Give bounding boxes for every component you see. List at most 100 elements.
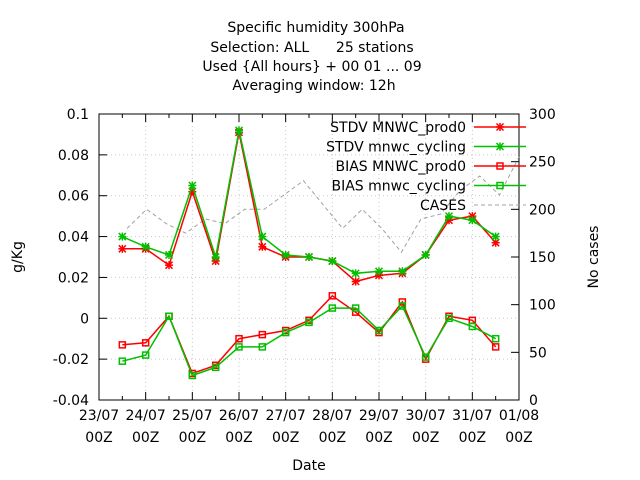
data-point-bias-mnwc-cycling xyxy=(421,353,430,361)
y-tick-label: 0.04 xyxy=(58,230,89,246)
x-tick-label: 24/07 xyxy=(125,408,165,424)
x-tick-label: 29/07 xyxy=(359,408,399,424)
y-axis-label: g/Kg xyxy=(10,241,26,273)
legend-label: BIAS MNWC_prod0 xyxy=(335,159,466,175)
title-line-3: Used {All hours} + 00 01 ... 09 xyxy=(202,59,421,75)
x-tick-label-time: 00Z xyxy=(272,430,299,446)
y2-tick-label: 200 xyxy=(529,202,556,218)
legend-item-stdv-mnwc-cycling: STDV mnwc_cycling xyxy=(326,140,526,156)
series-stdv-mnwc-cycling xyxy=(118,126,500,278)
legend-swatch-marker xyxy=(495,142,505,151)
x-tick-label-time: 00Z xyxy=(85,430,112,446)
data-point-stdv-mnwc-cycling xyxy=(304,252,314,262)
data-point-bias-mnwc-cycling xyxy=(328,304,337,312)
y2-tick-label: 300 xyxy=(529,107,556,123)
data-point-stdv-mnwc-cycling xyxy=(398,267,407,276)
data-point-stdv-mnwc-cycling xyxy=(141,242,150,251)
x-tick-label: 31/07 xyxy=(452,408,492,424)
data-point-stdv-mnwc-cycling xyxy=(164,250,174,259)
legend-item-bias-mnwc-prod0: BIAS MNWC_prod0 xyxy=(335,159,526,175)
data-point-bias-mnwc-cycling xyxy=(491,334,500,343)
data-point-stdv-mnwc-cycling xyxy=(421,250,430,259)
y2-tick-label: 0 xyxy=(529,393,538,409)
x-tick-label: 26/07 xyxy=(219,408,259,424)
data-point-bias-mnwc-prod0 xyxy=(141,339,150,347)
data-point-stdv-mnwc-cycling xyxy=(328,257,337,266)
x-tick-label: 30/07 xyxy=(405,408,445,424)
data-point-stdv-mnwc-prod0 xyxy=(258,242,267,251)
y-tick-label: 0.08 xyxy=(58,148,89,164)
data-point-bias-mnwc-prod0 xyxy=(258,330,267,339)
data-point-bias-mnwc-cycling xyxy=(398,302,407,310)
y-tick-label: -0.02 xyxy=(53,352,89,368)
legend: STDV MNWC_prod0 STDV mnwc_cycling BIAS MNW… xyxy=(326,120,526,214)
x-tick-label-time: 00Z xyxy=(319,430,346,446)
data-point-stdv-mnwc-cycling xyxy=(444,212,454,221)
legend-label: STDV mnwc_cycling xyxy=(326,140,466,156)
legend-item-stdv-mnwc-prod0: STDV MNWC_prod0 xyxy=(330,120,526,136)
data-point-stdv-mnwc-cycling xyxy=(211,252,220,262)
data-point-stdv-mnwc-cycling xyxy=(468,216,477,225)
data-point-bias-mnwc-cycling xyxy=(188,371,197,380)
x-tick-label-time: 00Z xyxy=(505,430,532,446)
data-point-stdv-mnwc-cycling xyxy=(351,269,360,278)
data-point-bias-mnwc-prod0 xyxy=(235,334,243,343)
data-point-bias-mnwc-prod0 xyxy=(118,341,127,349)
series-bias-mnwc-cycling xyxy=(118,302,500,380)
series-cases xyxy=(126,156,520,254)
legend-swatch-marker xyxy=(496,181,504,190)
data-point-stdv-mnwc-cycling xyxy=(491,232,500,241)
y2-tick-label: 250 xyxy=(529,155,556,171)
series-line-cases xyxy=(126,156,520,254)
data-point-stdv-mnwc-prod0 xyxy=(118,244,127,253)
data-point-bias-mnwc-prod0 xyxy=(351,308,360,316)
y-tick-label: 0.1 xyxy=(67,107,89,123)
data-point-bias-mnwc-prod0 xyxy=(491,343,500,351)
legend-label: CASES xyxy=(420,198,466,214)
x-tick-label: 25/07 xyxy=(172,408,212,424)
x-tick-label: 27/07 xyxy=(265,408,305,424)
y-tick-label: 0.02 xyxy=(58,270,89,286)
x-tick-label: 23/07 xyxy=(79,408,119,424)
legend-label: BIAS mnwc_cycling xyxy=(331,179,466,195)
legend-swatch-marker xyxy=(496,162,504,170)
x-tick-label: 01/08 xyxy=(499,408,539,424)
data-point-bias-mnwc-cycling xyxy=(351,304,360,312)
series-line-bias-mnwc-cycling xyxy=(122,304,497,377)
x-axis-label: Date xyxy=(292,458,325,474)
data-point-bias-mnwc-prod0 xyxy=(328,292,337,300)
legend-swatch-marker xyxy=(495,122,505,132)
x-tick-label-time: 00Z xyxy=(132,430,159,446)
x-tick-label-time: 00Z xyxy=(179,430,206,446)
data-point-stdv-mnwc-cycling xyxy=(234,126,244,135)
y2-tick-label: 100 xyxy=(529,298,556,314)
legend-item-bias-mnwc-cycling: BIAS mnwc_cycling xyxy=(331,179,526,195)
data-point-bias-mnwc-cycling xyxy=(305,318,313,327)
data-point-bias-mnwc-cycling xyxy=(165,312,173,320)
x-tick-label-time: 00Z xyxy=(225,430,252,446)
y-tick-label: 0 xyxy=(80,311,89,327)
legend-label: STDV MNWC_prod0 xyxy=(330,120,466,136)
data-point-stdv-mnwc-cycling xyxy=(374,267,384,276)
legend-item-cases: CASES xyxy=(420,198,526,214)
y-axis-left: 0.1 0.08 0.06 0.04 0.02 0 -0.02 -0.04 xyxy=(53,107,107,409)
data-point-stdv-mnwc-prod0 xyxy=(491,238,500,247)
data-point-bias-mnwc-cycling xyxy=(118,357,127,365)
data-point-bias-mnwc-cycling xyxy=(211,363,220,372)
x-tick-label-time: 00Z xyxy=(459,430,486,446)
data-point-stdv-mnwc-cycling xyxy=(118,232,127,241)
y2-tick-label: 50 xyxy=(529,345,547,361)
data-point-bias-mnwc-cycling xyxy=(375,326,383,335)
data-point-bias-mnwc-cycling xyxy=(468,322,477,331)
data-point-bias-mnwc-cycling xyxy=(235,343,243,351)
data-point-stdv-mnwc-prod0 xyxy=(351,277,360,286)
data-point-bias-mnwc-cycling xyxy=(281,328,290,337)
y-tick-label: 0.06 xyxy=(58,189,89,205)
y2-axis-label: No cases xyxy=(586,226,602,289)
x-tick-label-time: 00Z xyxy=(365,430,392,446)
title-line-1: Specific humidity 300hPa xyxy=(227,20,404,36)
data-point-stdv-mnwc-cycling xyxy=(281,250,290,259)
y-tick-label: -0.04 xyxy=(53,393,89,409)
title-line-4: Averaging window: 12h xyxy=(232,78,395,94)
